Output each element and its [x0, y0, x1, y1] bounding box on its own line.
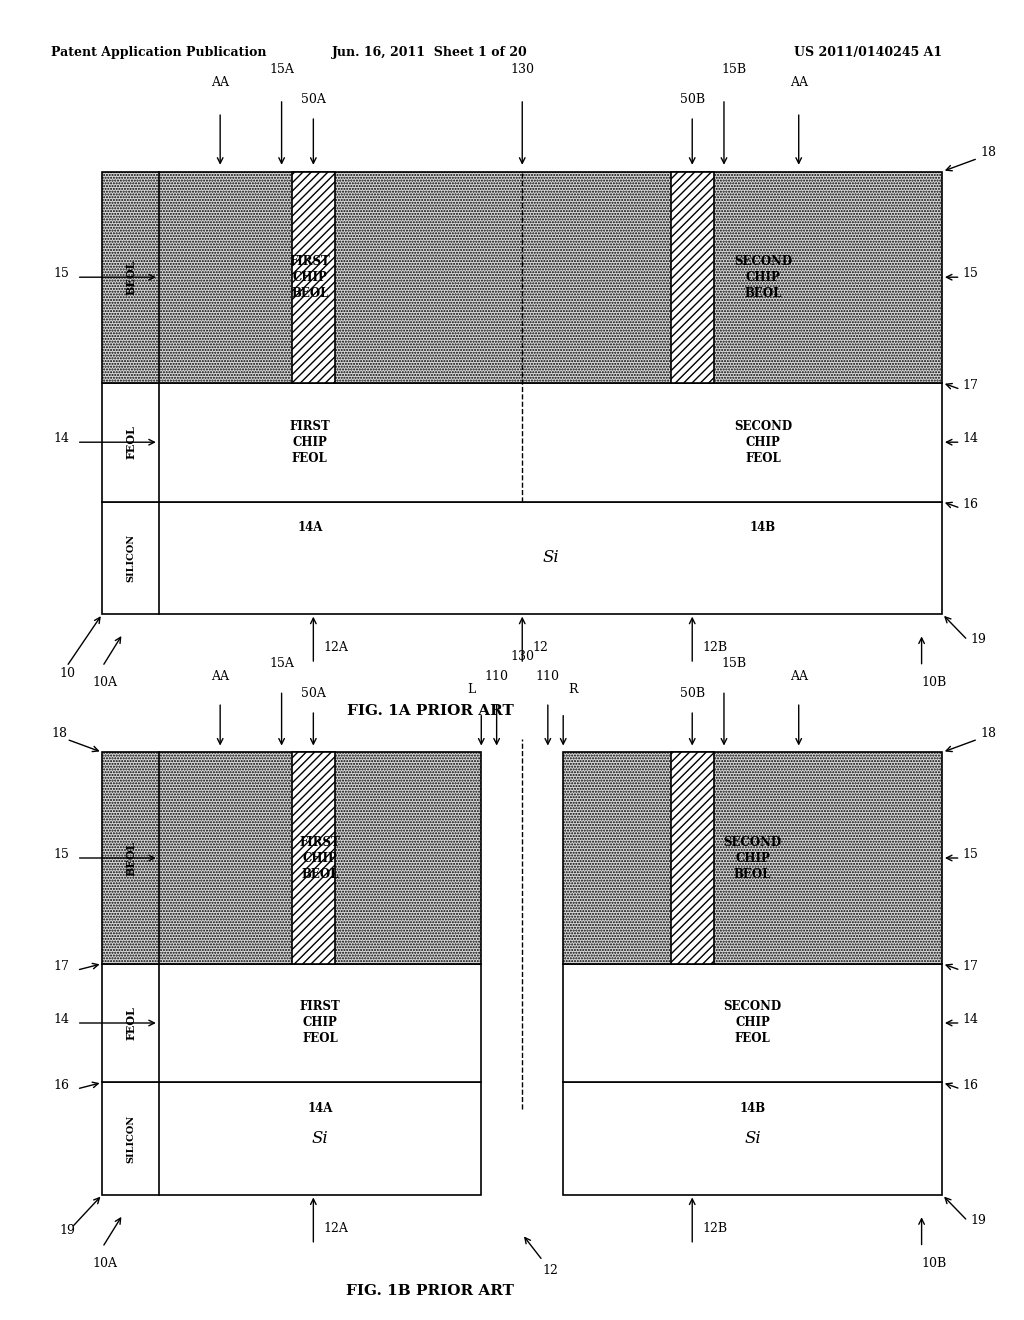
Text: BEOL: BEOL: [125, 841, 136, 875]
Text: R: R: [568, 682, 579, 696]
Text: 12B: 12B: [702, 1221, 728, 1234]
Text: 17: 17: [53, 960, 70, 973]
Text: 12: 12: [543, 1263, 559, 1276]
Bar: [563, 1082, 942, 1195]
Text: AA: AA: [790, 669, 808, 682]
Text: 16: 16: [963, 498, 979, 511]
Text: 14A: 14A: [307, 1102, 333, 1115]
Bar: [292, 172, 335, 383]
Text: 130: 130: [510, 62, 535, 75]
Text: 110: 110: [484, 669, 509, 682]
Text: 10A: 10A: [92, 1257, 117, 1270]
Text: 14: 14: [53, 432, 70, 445]
Bar: [102, 1082, 481, 1195]
Text: 50A: 50A: [301, 686, 326, 700]
Text: AA: AA: [211, 75, 229, 88]
Text: SECOND
CHIP
BEOL: SECOND CHIP BEOL: [734, 255, 792, 300]
Bar: [671, 172, 714, 383]
Text: FIRST
CHIP
BEOL: FIRST CHIP BEOL: [290, 255, 330, 300]
Text: Si: Si: [744, 1130, 761, 1147]
Text: 50B: 50B: [680, 92, 705, 106]
Text: Si: Si: [542, 549, 559, 566]
Text: SECOND
CHIP
FEOL: SECOND CHIP FEOL: [724, 1001, 781, 1045]
Text: 14: 14: [963, 1012, 979, 1026]
Text: 50A: 50A: [301, 92, 326, 106]
Text: 14: 14: [963, 432, 979, 445]
Text: 19: 19: [971, 632, 987, 645]
Text: SILICON: SILICON: [126, 1114, 135, 1163]
Bar: [671, 752, 714, 964]
Text: 15: 15: [963, 847, 979, 861]
Text: 14B: 14B: [739, 1102, 766, 1115]
Bar: [102, 752, 481, 964]
Text: 10B: 10B: [922, 1257, 947, 1270]
Text: SECOND
CHIP
BEOL: SECOND CHIP BEOL: [724, 836, 781, 880]
Text: 14A: 14A: [297, 521, 323, 535]
Text: 17: 17: [963, 379, 979, 392]
Text: Jun. 16, 2011  Sheet 1 of 20: Jun. 16, 2011 Sheet 1 of 20: [332, 46, 528, 59]
Text: 15: 15: [963, 267, 979, 280]
Text: 18: 18: [980, 726, 996, 739]
Text: 15: 15: [53, 267, 70, 280]
Text: 10A: 10A: [92, 676, 117, 689]
Text: 18: 18: [51, 726, 68, 739]
Text: 15B: 15B: [722, 62, 746, 75]
Bar: [102, 172, 942, 383]
Bar: [563, 752, 942, 964]
Text: FIRST
CHIP
BEOL: FIRST CHIP BEOL: [300, 836, 340, 880]
Text: US 2011/0140245 A1: US 2011/0140245 A1: [794, 46, 942, 59]
Text: 19: 19: [971, 1213, 987, 1226]
Text: 50B: 50B: [680, 686, 705, 700]
Text: 14: 14: [53, 1012, 70, 1026]
Text: 130: 130: [510, 649, 535, 663]
Text: 19: 19: [59, 1224, 76, 1237]
Text: 110: 110: [536, 669, 560, 682]
Text: Patent Application Publication: Patent Application Publication: [51, 46, 266, 59]
Text: 12A: 12A: [324, 1221, 348, 1234]
Text: 15A: 15A: [269, 62, 294, 75]
Text: FEOL: FEOL: [125, 1006, 136, 1040]
Text: FEOL: FEOL: [125, 425, 136, 459]
Text: 12: 12: [532, 640, 549, 653]
Bar: [292, 752, 335, 964]
Text: AA: AA: [790, 75, 808, 88]
Text: SILICON: SILICON: [126, 533, 135, 582]
Text: FIRST
CHIP
FEOL: FIRST CHIP FEOL: [300, 1001, 340, 1045]
Bar: [102, 502, 942, 614]
Text: Si: Si: [311, 1130, 329, 1147]
Text: FIG. 1A PRIOR ART: FIG. 1A PRIOR ART: [347, 704, 513, 718]
Text: 12B: 12B: [702, 640, 728, 653]
Text: 15B: 15B: [722, 656, 746, 669]
Text: 12A: 12A: [324, 640, 348, 653]
Text: AA: AA: [211, 669, 229, 682]
Text: 16: 16: [53, 1078, 70, 1092]
Bar: [102, 383, 942, 502]
Text: 14B: 14B: [750, 521, 776, 535]
Text: 15: 15: [53, 847, 70, 861]
Text: 10: 10: [59, 667, 76, 680]
Text: 15A: 15A: [269, 656, 294, 669]
Text: FIRST
CHIP
FEOL: FIRST CHIP FEOL: [290, 420, 330, 465]
Text: L: L: [467, 682, 475, 696]
Bar: [102, 964, 481, 1082]
Text: SECOND
CHIP
FEOL: SECOND CHIP FEOL: [734, 420, 792, 465]
Text: 18: 18: [980, 145, 996, 158]
Text: 16: 16: [963, 1078, 979, 1092]
Text: 10B: 10B: [922, 676, 947, 689]
Text: FIG. 1B PRIOR ART: FIG. 1B PRIOR ART: [346, 1284, 514, 1299]
Text: BEOL: BEOL: [125, 260, 136, 294]
Bar: [563, 964, 942, 1082]
Text: 17: 17: [963, 960, 979, 973]
